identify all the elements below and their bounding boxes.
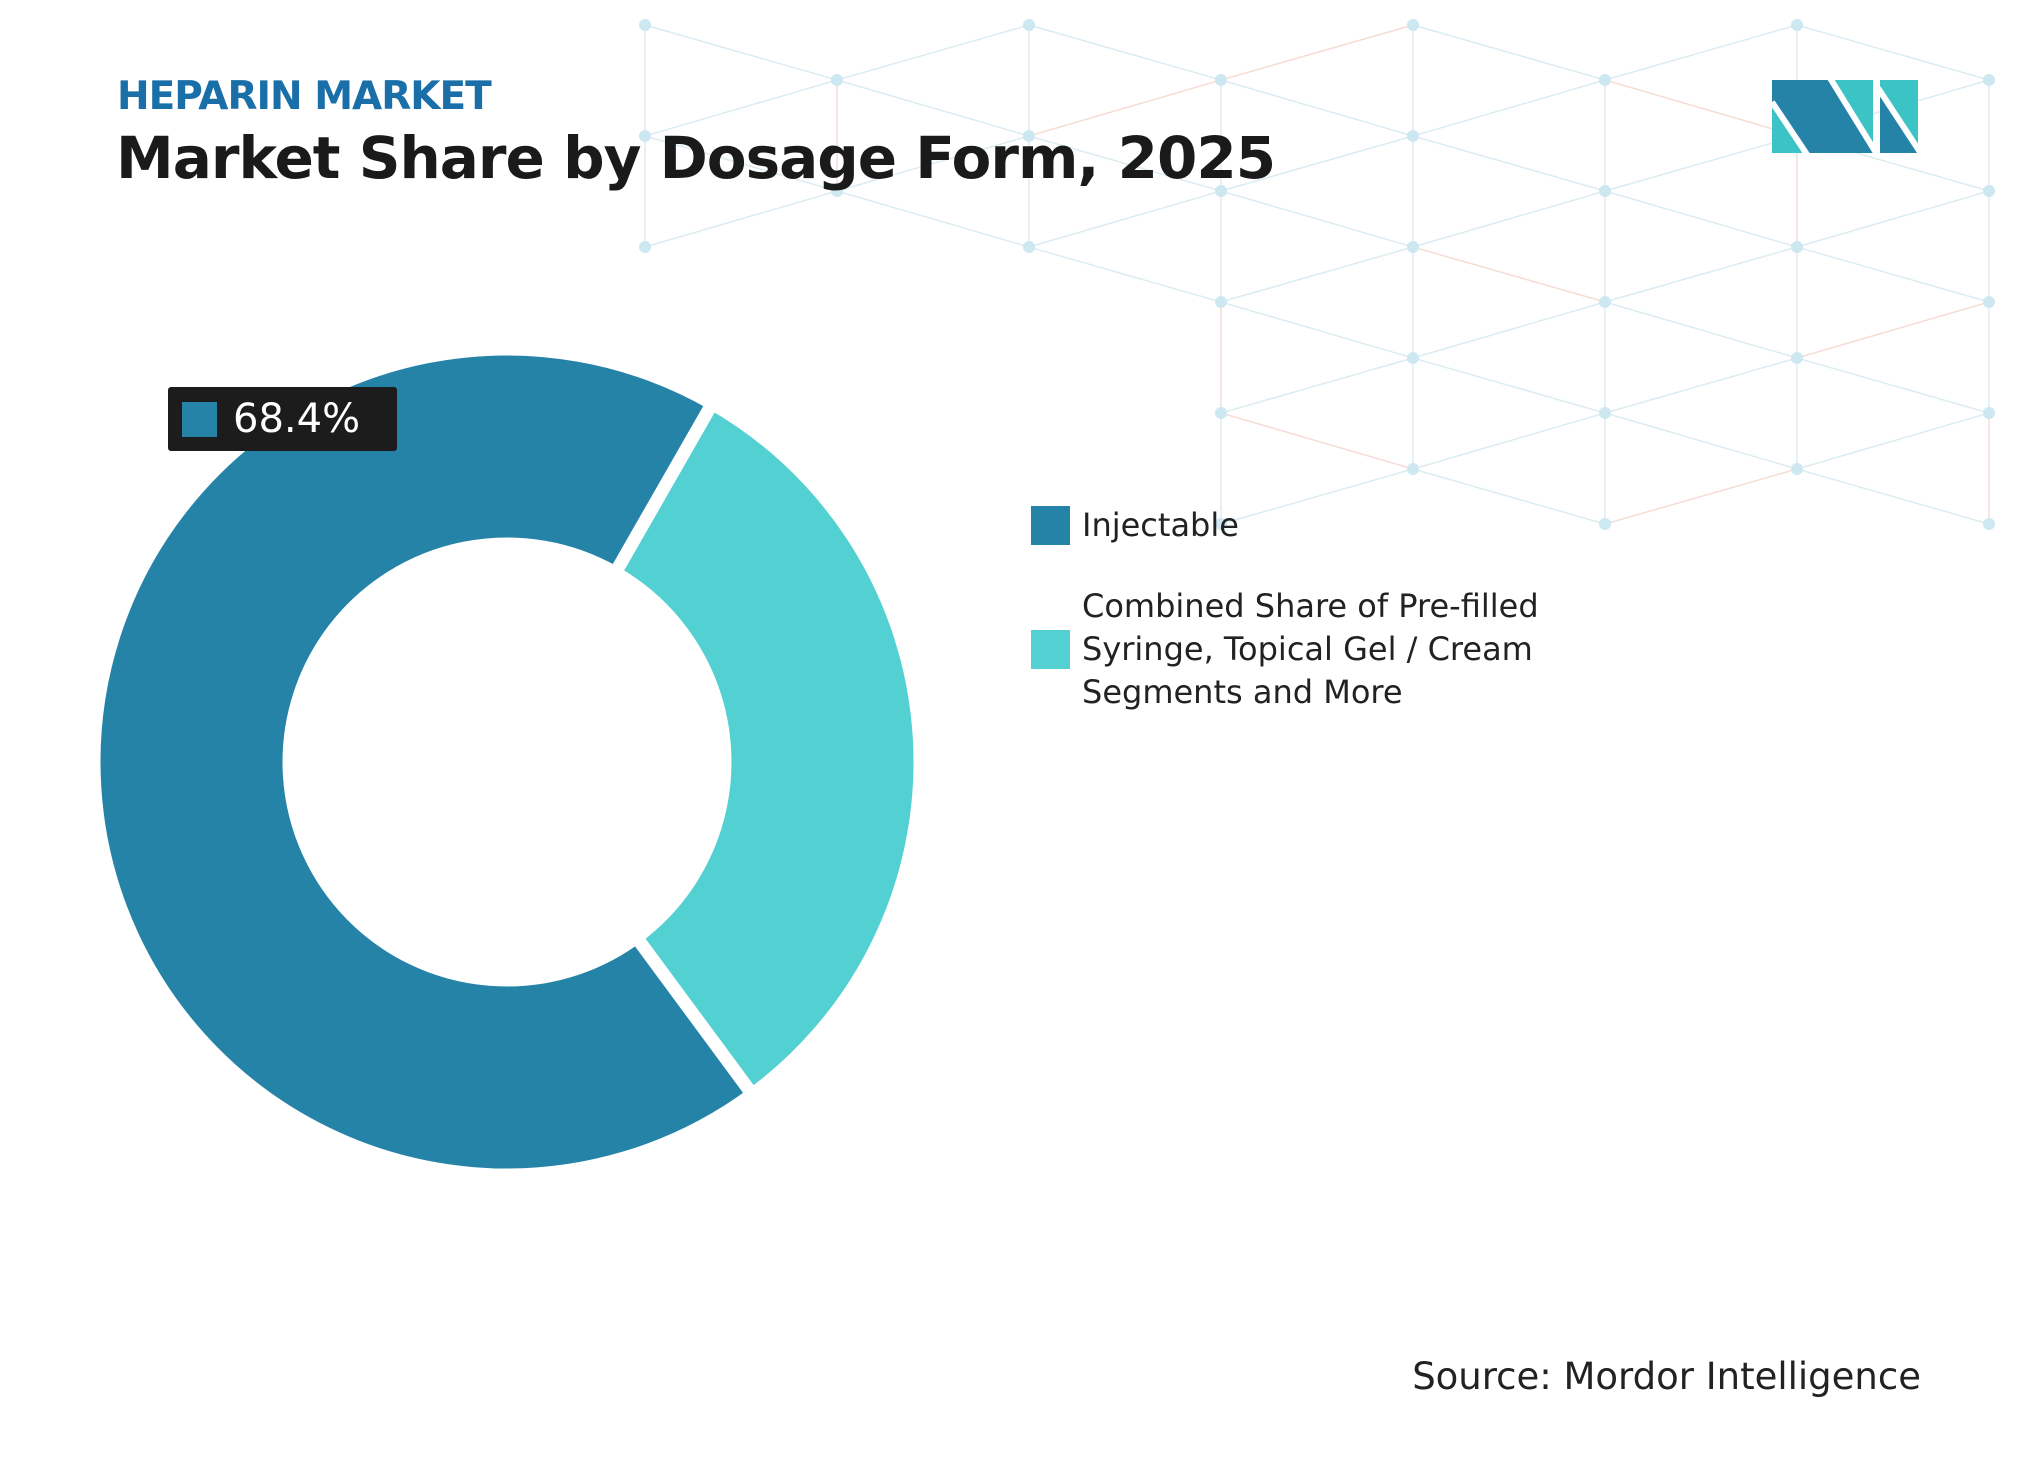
pattern-line xyxy=(836,190,1030,248)
pattern-line xyxy=(1412,468,1606,525)
pattern-dot xyxy=(1599,296,1611,308)
legend-item-injectable[interactable]: Injectable xyxy=(1031,504,1239,547)
pattern-line xyxy=(1604,79,1798,137)
pattern-dot xyxy=(1599,74,1611,86)
pattern-line xyxy=(1220,246,1414,303)
pattern-line xyxy=(1220,135,1414,192)
pattern-line xyxy=(1220,357,1414,414)
pattern-line xyxy=(1604,24,1798,81)
pattern-line xyxy=(1028,24,1222,81)
pattern-line xyxy=(1604,357,1798,414)
pattern-dot xyxy=(1983,518,1995,530)
pattern-dot xyxy=(1407,463,1419,475)
pattern-line xyxy=(1220,79,1414,137)
pattern-line xyxy=(1604,135,1798,192)
pattern-line xyxy=(1604,301,1798,359)
pattern-dot xyxy=(1983,74,1995,86)
pattern-dot xyxy=(639,241,651,253)
pattern-line xyxy=(1604,190,1798,248)
pattern-line xyxy=(1796,190,1990,248)
pattern-dot xyxy=(1407,19,1419,31)
pattern-dot xyxy=(1215,74,1227,86)
pattern-dot xyxy=(1983,185,1995,197)
pattern-dot xyxy=(1215,518,1227,530)
pattern-dot xyxy=(1983,296,1995,308)
pattern-dot xyxy=(1407,352,1419,364)
donut-slice-injectable xyxy=(87,342,762,1182)
data-label-text: 68.4% xyxy=(233,396,361,442)
pattern-dot xyxy=(1791,463,1803,475)
pattern-line xyxy=(1604,246,1798,303)
pattern-line xyxy=(1796,24,1990,81)
pattern-line xyxy=(836,135,1030,192)
pattern-dot xyxy=(1023,241,1035,253)
pattern-dot xyxy=(639,19,651,31)
pattern-dot xyxy=(1407,130,1419,142)
pattern-line xyxy=(1412,246,1606,303)
pattern-dot xyxy=(1215,407,1227,419)
pattern-line xyxy=(1796,301,1990,359)
pattern-line xyxy=(1796,412,1990,470)
pattern-line xyxy=(1604,468,1798,525)
pattern-line xyxy=(836,79,1030,137)
pattern-dot xyxy=(1791,241,1803,253)
pattern-line xyxy=(1412,357,1606,414)
legend-item-other[interactable]: Combined Share of Pre-filled Syringe, To… xyxy=(1031,585,1622,714)
pattern-line xyxy=(1796,246,1990,303)
pattern-line xyxy=(644,79,838,137)
pattern-dot xyxy=(1599,407,1611,419)
page-title: Market Share by Dosage Form, 2025 xyxy=(116,124,1276,192)
legend-swatch xyxy=(1031,506,1070,545)
pattern-line xyxy=(1028,135,1222,192)
pattern-dot xyxy=(1215,185,1227,197)
pattern-line xyxy=(644,190,838,248)
pattern-dot xyxy=(1599,518,1611,530)
legend-swatch xyxy=(1031,630,1070,669)
pattern-dot xyxy=(1407,241,1419,253)
data-label-swatch xyxy=(182,401,217,437)
pattern-dot xyxy=(831,74,843,86)
market-kicker: HEPARIN MARKET xyxy=(117,74,492,119)
pattern-line xyxy=(1220,24,1414,81)
pattern-line xyxy=(1028,246,1222,303)
pattern-line xyxy=(1220,412,1414,470)
pattern-dot xyxy=(1791,352,1803,364)
pattern-line xyxy=(1796,468,1990,525)
pattern-dot xyxy=(1599,185,1611,197)
pattern-line xyxy=(1412,79,1606,137)
pattern-line xyxy=(1604,412,1798,470)
legend-label: Combined Share of Pre-filled Syringe, To… xyxy=(1082,587,1539,711)
donut-slice-other xyxy=(606,394,927,1104)
pattern-line xyxy=(836,24,1030,81)
mordor-intelligence-logo xyxy=(1772,80,1918,154)
pattern-line xyxy=(1412,412,1606,470)
pattern-line xyxy=(1028,190,1222,248)
pattern-line xyxy=(1412,190,1606,248)
pattern-dot xyxy=(1983,407,1995,419)
pattern-dot xyxy=(1023,19,1035,31)
pattern-line xyxy=(1028,79,1222,137)
pattern-line xyxy=(1412,301,1606,359)
pattern-line xyxy=(1412,24,1606,81)
pattern-line xyxy=(1220,301,1414,359)
pattern-line xyxy=(644,24,838,81)
legend-label: Injectable xyxy=(1082,506,1239,544)
pattern-dot xyxy=(1791,19,1803,31)
pattern-dot xyxy=(831,185,843,197)
pattern-line xyxy=(1412,135,1606,192)
pattern-line xyxy=(1220,190,1414,248)
pattern-line xyxy=(1796,357,1990,414)
pattern-dot xyxy=(1023,130,1035,142)
pattern-line xyxy=(1220,468,1414,525)
pattern-dot xyxy=(1215,296,1227,308)
data-label-injectable: 68.4% xyxy=(168,387,397,451)
pattern-line xyxy=(644,135,838,192)
pattern-dot xyxy=(639,130,651,142)
source-note: Source: Mordor Intelligence xyxy=(1412,1355,1921,1398)
